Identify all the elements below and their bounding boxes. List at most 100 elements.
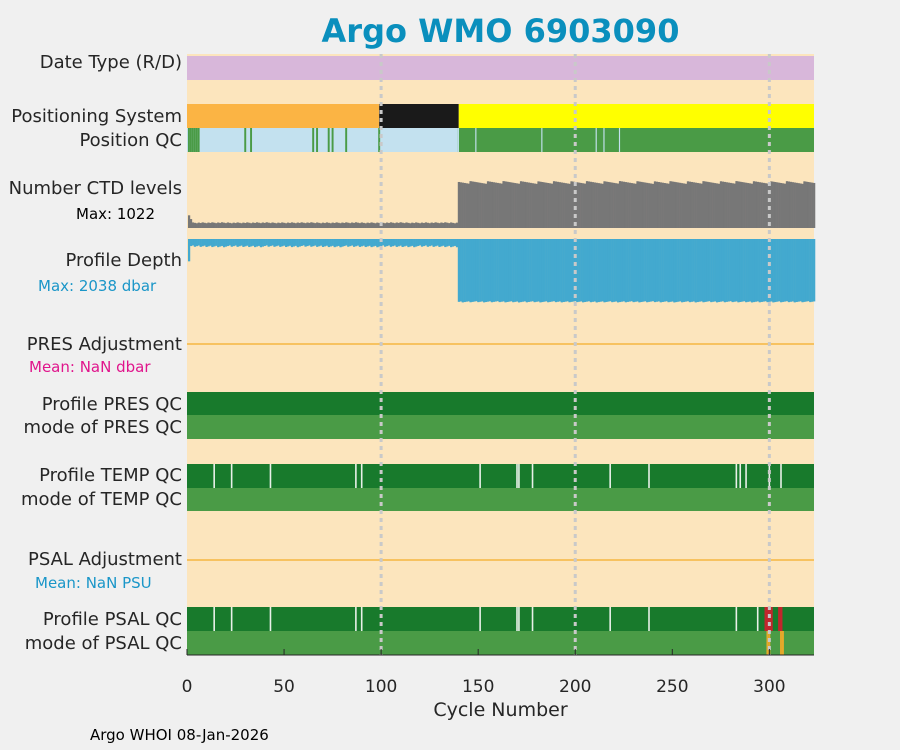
psal-mode-gold-mark — [766, 631, 769, 655]
x-tick-label: 200 — [559, 677, 591, 697]
profile-depth-bar — [459, 239, 462, 302]
ctd-level-bar — [597, 183, 600, 228]
profile-depth-bar — [356, 239, 360, 246]
ctd-level-bar — [572, 181, 575, 228]
profile-depth-bar — [725, 239, 728, 302]
profile-depth-bar — [391, 239, 395, 247]
ctd-level-bar — [248, 222, 251, 228]
ctd-level-bar — [440, 222, 443, 228]
psal-mode-gold-mark — [780, 631, 782, 655]
profile-depth-bar — [498, 239, 501, 303]
profile-depth-bar — [401, 239, 404, 248]
ctd-level-bar — [434, 222, 437, 228]
position-qc-mark — [244, 128, 247, 152]
ctd-level-bar — [587, 181, 591, 228]
ctd-level-bar — [797, 183, 800, 228]
ctd-level-bar — [333, 223, 336, 228]
ctd-level-bar — [512, 182, 515, 228]
ctd-level-bar — [760, 182, 763, 228]
ctd-level-bar — [813, 182, 816, 228]
profile-depth-bar — [387, 239, 391, 246]
ctd-level-bar — [341, 222, 344, 228]
ctd-level-bar — [500, 183, 503, 228]
profile-depth-bar — [372, 239, 375, 247]
label-mode-pres-qc: mode of PRES QC — [23, 417, 182, 438]
ctd-level-bar — [616, 183, 620, 228]
ctd-level-bar — [634, 183, 637, 228]
profile-depth-bar — [537, 239, 540, 302]
profile-depth-bar — [599, 239, 602, 302]
ctd-level-bar — [213, 222, 216, 228]
profile-depth-bar — [318, 239, 321, 247]
ctd-level-bar — [424, 222, 428, 228]
profile-depth-bar — [611, 239, 614, 303]
ctd-level-bar — [351, 222, 354, 228]
plot-background — [187, 54, 814, 655]
ctd-level-bar — [710, 182, 713, 228]
profile-depth-bar — [653, 239, 657, 303]
ctd-level-bar — [352, 222, 356, 228]
ctd-level-bar — [252, 222, 255, 228]
profile-depth-bar — [347, 239, 350, 247]
profile-depth-bar — [500, 239, 503, 302]
profile-depth-bar — [743, 239, 746, 302]
profile-depth-bar — [737, 239, 740, 303]
ctd-level-bar — [479, 182, 482, 228]
positioning-segment-0 — [187, 104, 380, 128]
ctd-level-bar — [537, 181, 540, 228]
profile-depth-bar — [578, 239, 581, 302]
ctd-level-bar — [741, 182, 744, 228]
profile-depth-bar — [595, 239, 598, 303]
ctd-level-bar — [246, 222, 249, 228]
profile-depth-bar — [440, 239, 443, 247]
profile-depth-bar — [457, 239, 461, 302]
profile-depth-bar — [366, 239, 369, 247]
profile-depth-bar — [809, 239, 812, 303]
psal-qc-red-mark — [770, 607, 773, 631]
profile-depth-bar — [316, 239, 319, 247]
label-mode-temp-qc: mode of TEMP QC — [20, 489, 182, 510]
profile-depth-bar — [601, 239, 604, 302]
temp-qc-band — [187, 464, 814, 488]
profile-depth-bar — [403, 239, 406, 247]
profile-depth-bar — [780, 239, 783, 303]
ctd-level-bar — [510, 182, 513, 228]
ctd-level-bar — [525, 182, 528, 228]
profile-depth-bar — [572, 239, 575, 302]
ctd-level-bar — [545, 182, 548, 228]
ctd-level-bar — [257, 222, 261, 228]
profile-depth-bar — [197, 239, 200, 246]
ctd-level-bar — [632, 183, 635, 228]
ctd-level-bar — [323, 223, 327, 228]
profile-depth-bar — [213, 239, 216, 247]
ctd-level-bar — [772, 181, 775, 228]
ctd-level-bar — [387, 222, 391, 228]
x-tick-label: 100 — [365, 677, 397, 697]
profile-depth-bar — [285, 239, 288, 248]
profile-depth-bar — [201, 239, 204, 247]
profile-depth-bar — [646, 239, 649, 303]
profile-depth-bar — [279, 239, 282, 247]
ctd-level-bar — [438, 223, 441, 228]
profile-depth-bar — [723, 239, 726, 303]
profile-depth-bar — [257, 239, 261, 246]
profile-depth-bar — [541, 239, 544, 303]
psal-mode-gold-mark — [768, 631, 771, 655]
profile-depth-bar — [444, 239, 447, 248]
psal-qc-band — [187, 607, 814, 631]
profile-depth-bar — [665, 239, 668, 302]
profile-depth-bar — [651, 239, 655, 302]
position-qc-light-mark — [603, 128, 605, 152]
ctd-level-bar — [430, 222, 433, 228]
ctd-level-bar — [729, 182, 732, 228]
psal-qc-red-mark — [766, 607, 769, 631]
profile-depth-bar — [479, 239, 482, 302]
ctd-level-bar — [475, 182, 478, 228]
ctd-level-bar — [778, 182, 781, 228]
ctd-level-bar — [552, 181, 556, 228]
ctd-level-bar — [589, 181, 593, 228]
profile-depth-bar — [756, 239, 759, 302]
profile-depth-bar — [370, 239, 373, 248]
ctd-level-bar — [618, 181, 622, 228]
ctd-level-bar — [275, 223, 278, 228]
